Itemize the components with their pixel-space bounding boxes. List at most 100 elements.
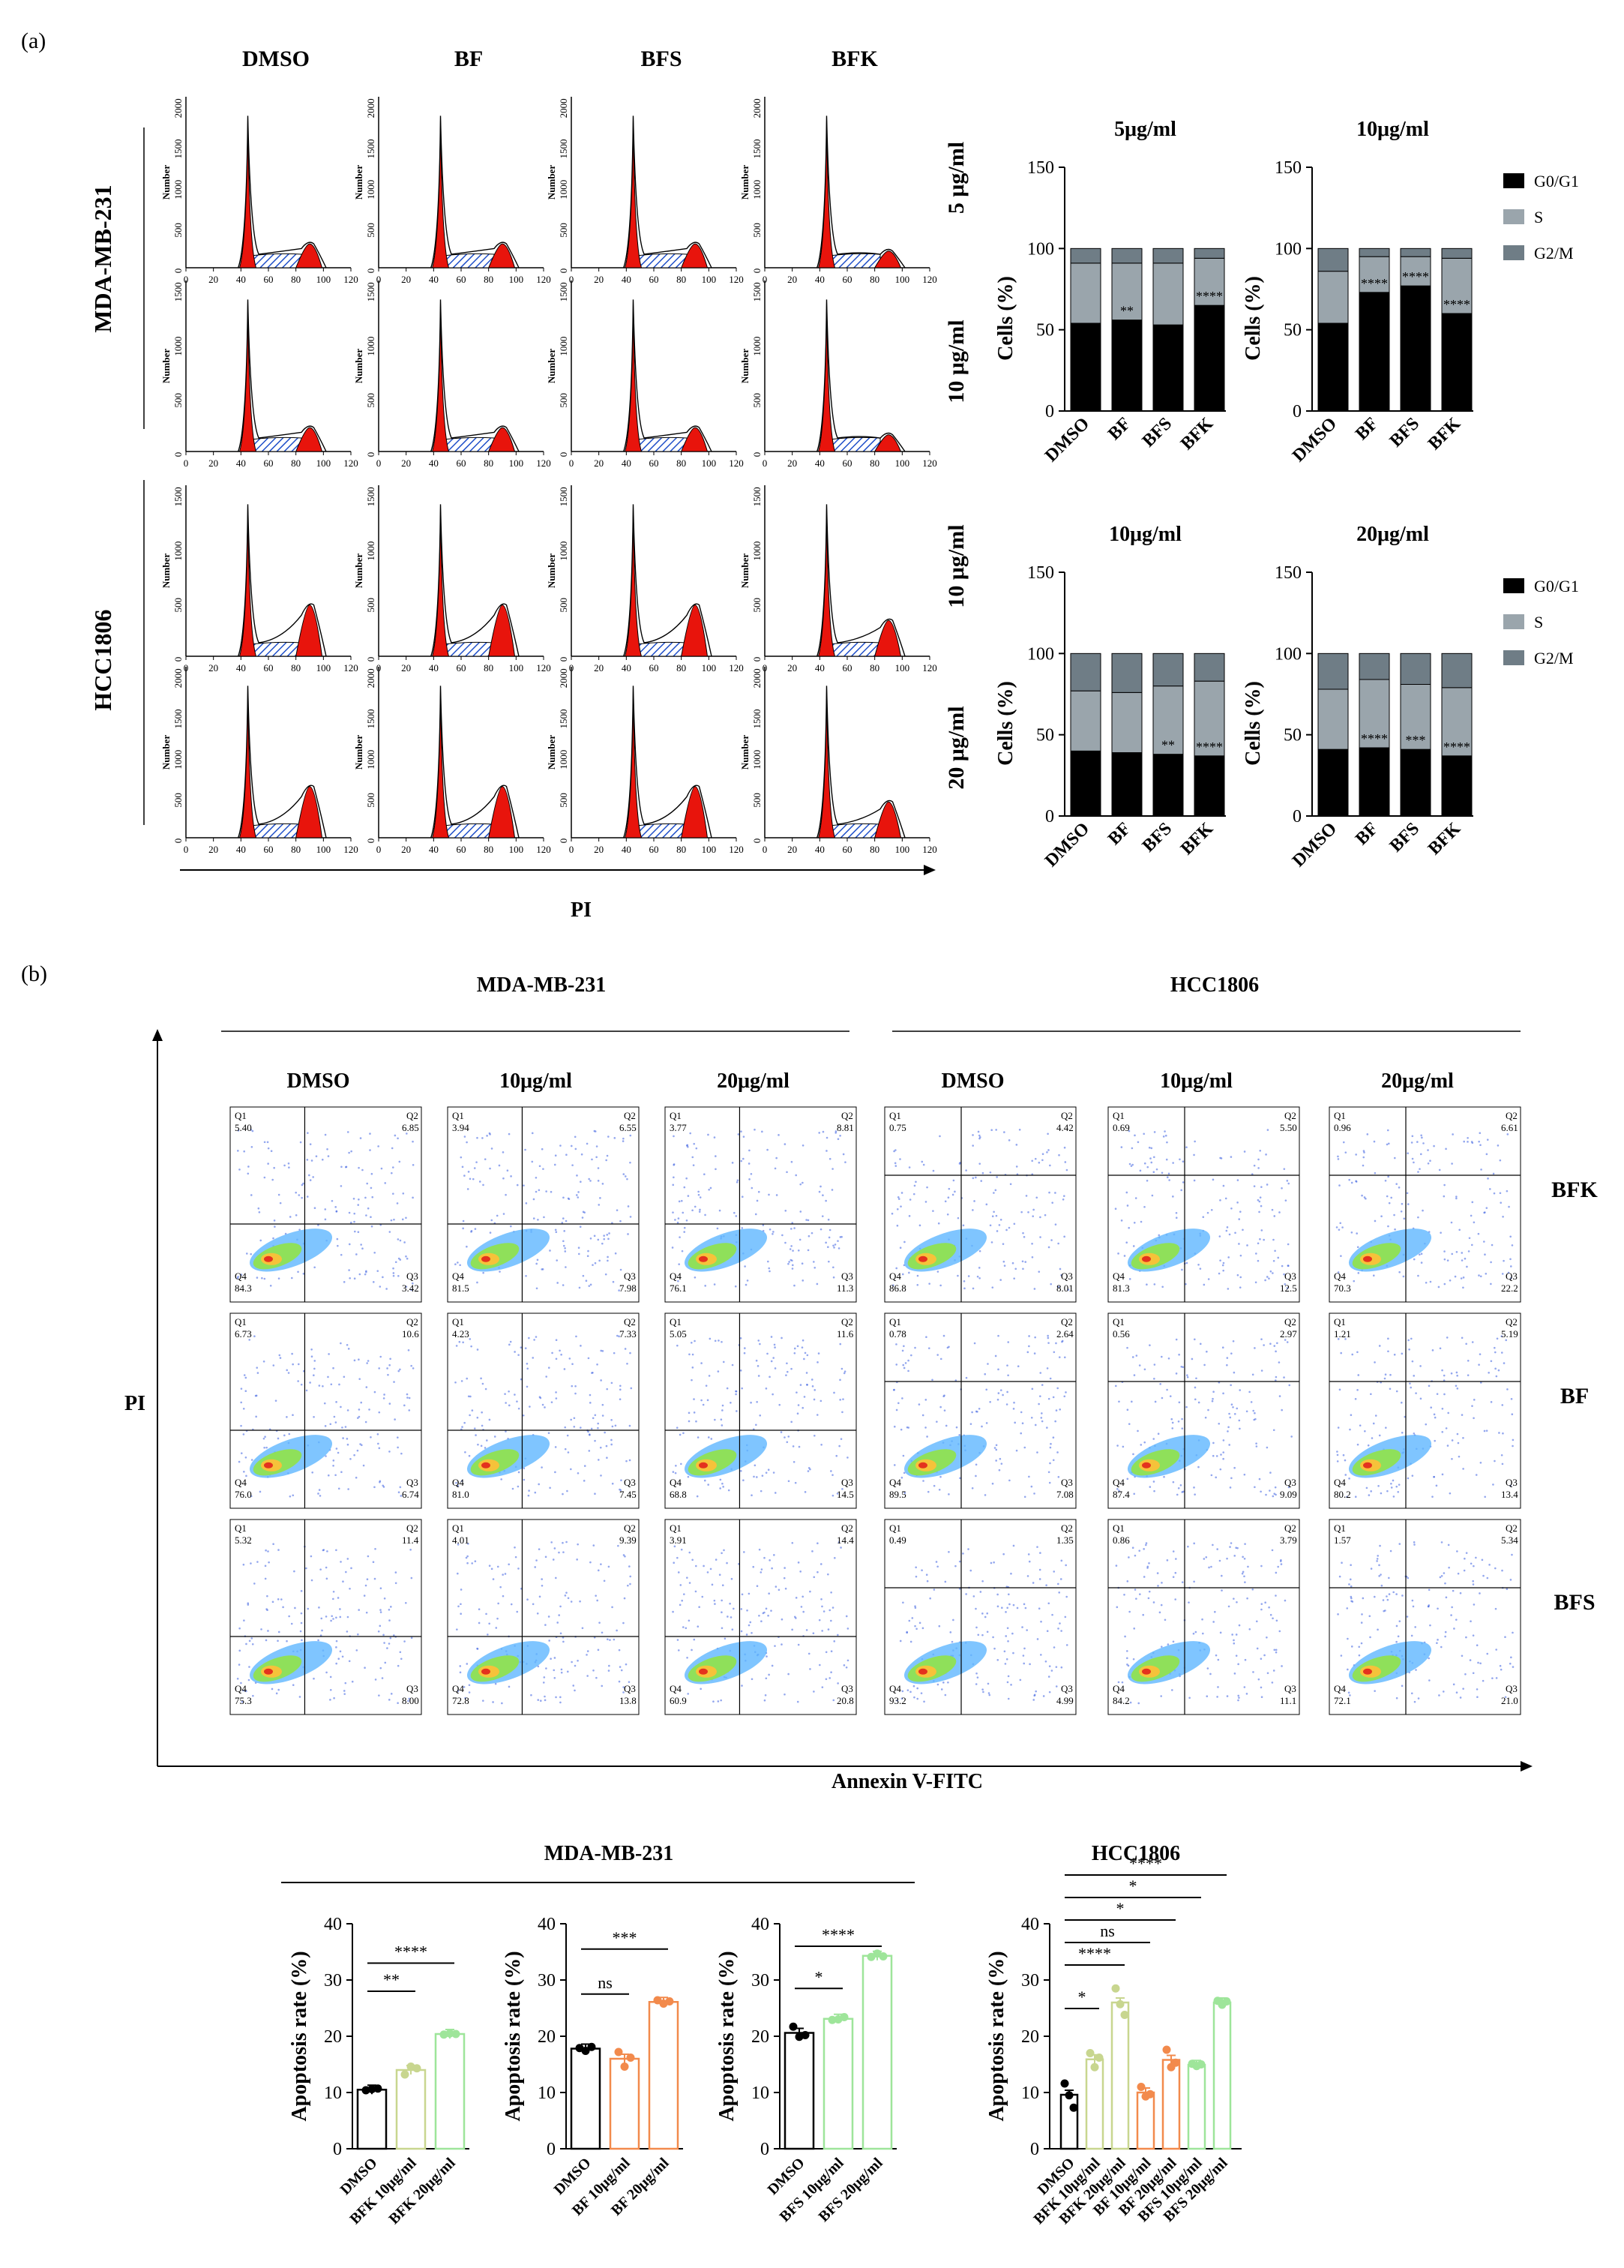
scatter-dot [784,1436,786,1438]
scatter-dot [1171,1427,1174,1430]
scatter-dot [942,1334,945,1337]
scatter-dot [556,1282,559,1284]
scatter-dot [305,1567,307,1570]
scatter-dot [1471,1341,1474,1343]
scatter-dot [383,1394,385,1396]
scatter-dot [379,1611,382,1613]
density-blob-red [264,1668,273,1675]
scatter-dot [508,1390,510,1393]
scatter-dot [1395,1183,1398,1185]
scatter-dot [1065,1564,1067,1567]
scatter-dot [362,1464,365,1467]
scatter-dot [619,1384,622,1388]
scatter-dot [562,1217,565,1220]
hist-y-tick-label: 2000 [365,98,376,118]
scatter-dot [407,1348,410,1352]
scatter-dot [480,1444,483,1448]
quadrant-label: Q4 [1334,1683,1346,1694]
scatter-dot [1134,1134,1136,1137]
scatter-dot [535,1287,538,1290]
scatter-dot [751,1678,754,1681]
scatter-dot [707,1484,709,1486]
scatter-dot [606,1234,609,1236]
quadrant-label: Q1 [1334,1316,1346,1328]
scatter-dot [492,1701,494,1703]
scatter-dot [266,1594,268,1598]
scatter-dot [1253,1185,1256,1187]
significance-mark: **** [1443,297,1470,312]
scatter-dot [931,1378,933,1382]
scatter-dot [538,1595,541,1598]
hist-x-tick-label: 60 [264,844,274,855]
scatter-dot [571,1660,573,1664]
scatter-dot [277,1437,280,1440]
scatter-dot [1055,1409,1058,1412]
scatter-dot [1509,1579,1512,1581]
scatter-dot [1176,1493,1179,1496]
scatter-dot [1021,1422,1024,1425]
quadrant-label: Q4 [1113,1477,1125,1488]
scatter-dot [358,1198,360,1201]
scatter-dot [364,1420,367,1424]
scatter-dot [392,1192,394,1195]
scatter-dot [263,1446,265,1449]
scatter-dot [1230,1352,1233,1354]
apoptosis-y-tick-label: 20 [751,2027,769,2047]
scatter-dot [301,1184,304,1186]
scatter-dot [906,1426,909,1429]
scatter-dot [1479,1275,1482,1278]
scatter-dot [526,1367,529,1370]
scatter-dot [682,1432,685,1435]
scatter-dot [1503,1259,1505,1262]
scatter-dot [346,1343,349,1346]
scatter-dot [672,1471,675,1473]
scatter-dot [1242,1556,1244,1558]
apoptosis-y-label: Apoptosis rate (%) [502,1951,525,2121]
scatter-dot [900,1205,902,1208]
scatter-dot [820,1443,822,1446]
scatter-dot [532,1603,535,1606]
scatter-dot [1164,1130,1166,1132]
scatter-dot [1133,1374,1136,1376]
scatter-dot [1006,1606,1008,1610]
scatter-dot [1266,1276,1269,1278]
scatter-dot [411,1282,414,1285]
scatter-dot [972,1595,975,1598]
scatter-dot [903,1366,906,1370]
scatter-dot [585,1280,588,1282]
scatter-dot [673,1163,676,1166]
scatter-dot [1403,1217,1406,1220]
scatter-dot [900,1192,903,1194]
scatter-dot [773,1343,776,1346]
quadrant-value: 2.64 [1056,1328,1074,1340]
flow-column-label: 10μg/ml [499,1070,572,1093]
scatter-dot [1512,1631,1514,1634]
stacked-bar-segment-s [1152,262,1184,326]
scatter-dot [537,1665,540,1668]
scatter-dot [699,1208,701,1211]
scatter-dot [799,1210,802,1213]
replicate-point [1065,2091,1074,2100]
hist-y-tick-label: 0 [751,657,763,662]
scatter-dot [1047,1676,1050,1678]
scatter-dot [1237,1663,1239,1666]
scatter-dot [378,1367,380,1370]
scatter-dot [1476,1644,1479,1647]
scatter-dot [1441,1431,1444,1433]
scatter-dot [353,1220,355,1223]
scatter-dot [1344,1459,1347,1462]
scatter-dot [1479,1662,1482,1665]
scatter-dot [1373,1595,1376,1598]
stacked-bar-segment-g2m [1111,652,1143,693]
scatter-dot [975,1626,978,1629]
scatter-dot [1137,1702,1140,1705]
quadrant-label: Q1 [670,1522,682,1534]
scatter-dot [954,1564,957,1568]
stacked-bar-segment-g0g1 [1359,292,1390,412]
scatter-dot [1164,1618,1167,1622]
scatter-dot [1456,1388,1459,1390]
scatter-dot [1475,1474,1478,1476]
scatter-dot [1263,1654,1266,1657]
scatter-dot [902,1454,905,1457]
hist-y-tick-label: 1000 [751,750,763,770]
